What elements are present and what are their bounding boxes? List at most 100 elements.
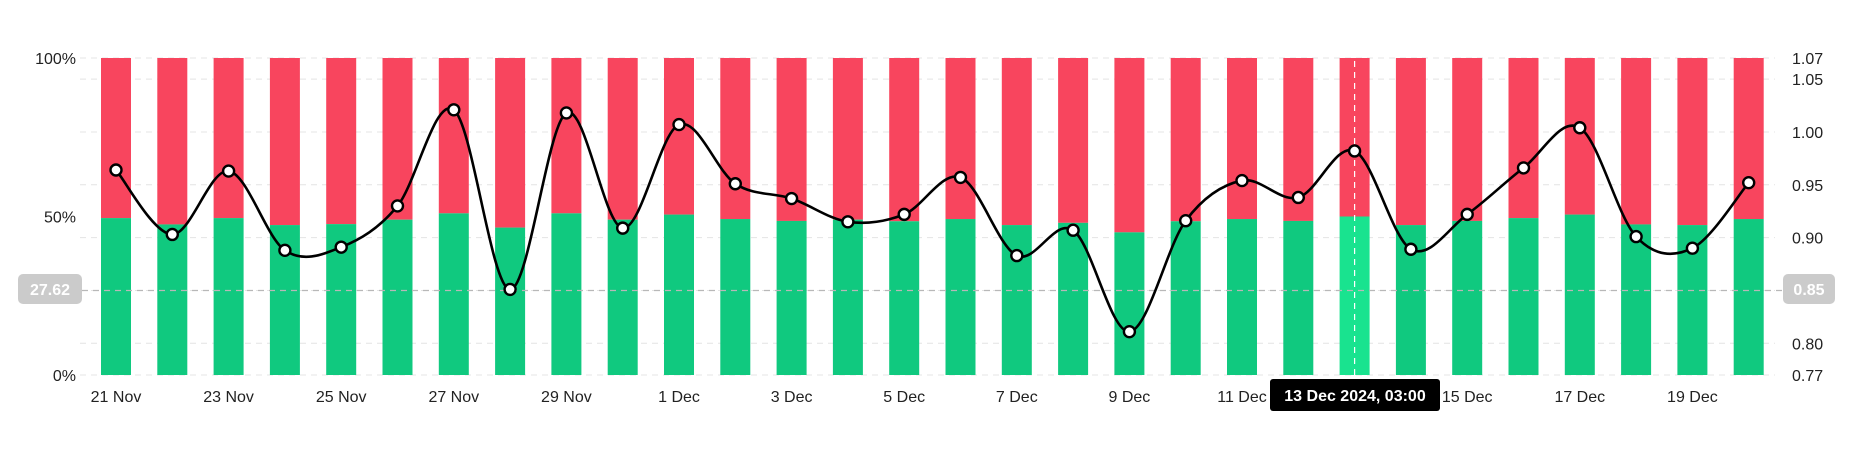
- bar-upper: [1227, 58, 1257, 220]
- ratio-point: [728, 177, 742, 191]
- bars: [101, 58, 1764, 375]
- bar-lower: [607, 219, 638, 375]
- bar-lower: [889, 221, 920, 375]
- bar-upper: [101, 58, 131, 219]
- bar-lower: [101, 218, 131, 375]
- ratio-point: [334, 240, 348, 254]
- bar-lower: [945, 219, 976, 375]
- bar-lower: [1564, 214, 1595, 375]
- ratio-point: [165, 227, 180, 242]
- bar-lower: [1227, 219, 1257, 375]
- bar-upper: [1339, 58, 1370, 217]
- bar-lower: [382, 219, 413, 375]
- bar-lower: [1508, 218, 1539, 375]
- y-right-tick-label: 0.80: [1792, 336, 1823, 353]
- left-value-badge-text: 27.62: [30, 282, 70, 299]
- x-tick-label: 27 Nov: [428, 389, 479, 406]
- ratio-point: [1291, 190, 1306, 205]
- y-left-tick-label: 100%: [35, 51, 76, 68]
- bar-upper: [1395, 58, 1426, 226]
- ratio-point: [559, 106, 574, 120]
- x-tick-label: 7 Dec: [996, 389, 1038, 406]
- tooltip-box: [1270, 379, 1440, 411]
- bar-upper: [1114, 58, 1145, 233]
- bar-upper: [495, 58, 526, 228]
- bar-upper: [1170, 58, 1201, 222]
- y-left-tick-label: 50%: [44, 210, 76, 227]
- ratio-point: [221, 164, 236, 178]
- bar-lower: [1733, 219, 1764, 375]
- ratio-point: [447, 103, 461, 117]
- x-tick-label: 3 Dec: [771, 389, 813, 406]
- bar-upper: [720, 58, 751, 220]
- ratio-point: [503, 282, 517, 297]
- bar-upper: [889, 58, 920, 222]
- bar-lower: [157, 224, 188, 375]
- x-axis: 21 Nov 23 Nov 25 Nov 27 Nov 29 Nov 1 Dec 3 Dec…: [91, 389, 1718, 406]
- grid: [80, 57, 1775, 376]
- bar-upper: [1621, 58, 1652, 225]
- x-tick-label: 19 Dec: [1667, 389, 1718, 406]
- x-tick-label: 29 Nov: [541, 389, 592, 406]
- bar-lower: [1058, 222, 1089, 375]
- bar-upper: [551, 58, 582, 214]
- bar-upper: [157, 58, 188, 225]
- bar-lower: [495, 227, 526, 375]
- bar-lower: [664, 214, 694, 375]
- bar-lower: [1114, 232, 1145, 375]
- bar-upper: [607, 58, 638, 220]
- ratio-point: [1178, 214, 1193, 228]
- y-left-axis: 0% 50% 100%: [35, 51, 76, 385]
- y-right-tick-label: 1.00: [1792, 125, 1823, 142]
- tooltip-text: 13 Dec 2024, 03:00: [1284, 388, 1426, 405]
- ratio-point: [672, 117, 686, 132]
- bar-upper: [1564, 58, 1595, 215]
- ratio-point: [390, 199, 405, 213]
- y-right-tick-label: 1.07: [1792, 51, 1823, 68]
- bar-upper: [1001, 58, 1032, 226]
- bar-upper: [213, 58, 244, 219]
- bar-upper: [1733, 58, 1764, 220]
- crosshair: [82, 50, 1783, 375]
- bar-upper: [1677, 58, 1708, 226]
- bar-upper: [1058, 58, 1089, 223]
- bar-upper: [832, 58, 863, 220]
- ratio-point: [953, 170, 968, 185]
- ratio-point: [1741, 175, 1756, 190]
- crosshair-badges: 27.62 0.85: [18, 274, 1835, 304]
- ratio-point: [1010, 248, 1024, 263]
- x-tick-label: 11 Dec: [1217, 389, 1267, 406]
- y-right-tick-label: 0.77: [1792, 368, 1823, 385]
- bar-lower: [832, 219, 863, 375]
- x-tick-label: 25 Nov: [316, 389, 367, 406]
- bar-upper: [269, 58, 300, 226]
- x-tick-label: 23 Nov: [203, 389, 254, 406]
- crosshair-tooltip: 13 Dec 2024, 03:00: [1270, 379, 1440, 411]
- ratio-point: [1122, 324, 1137, 339]
- bar-upper: [326, 58, 357, 225]
- ratio-point: [616, 221, 630, 235]
- y-right-tick-label: 0.95: [1792, 178, 1823, 195]
- x-tick-label: 15 Dec: [1442, 389, 1493, 406]
- ratio-point: [1573, 121, 1587, 135]
- ratio-point: [1404, 242, 1418, 256]
- bar-lower: [1621, 224, 1652, 375]
- bar-lower: [1170, 221, 1201, 375]
- y-right-axis: 0.77 0.80 0.90 0.95 1.00 1.05 1.07: [1792, 51, 1823, 385]
- ratio-point: [1066, 223, 1080, 237]
- bar-lower: [720, 219, 751, 375]
- x-tick-label: 9 Dec: [1109, 389, 1151, 406]
- ratio-line: [114, 107, 1750, 333]
- ratio-point: [841, 215, 855, 229]
- ratio-point: [1460, 207, 1474, 222]
- x-tick-label: 5 Dec: [883, 389, 925, 406]
- x-tick-label: 17 Dec: [1554, 389, 1605, 406]
- bar-lower: [213, 218, 244, 375]
- ratio-point: [278, 243, 292, 258]
- y-left-tick-label: 0%: [53, 368, 76, 385]
- ratio-point: [109, 163, 123, 177]
- ratio-point: [1235, 173, 1249, 188]
- y-right-tick-label: 1.05: [1792, 72, 1823, 89]
- bar-lower: [776, 220, 807, 375]
